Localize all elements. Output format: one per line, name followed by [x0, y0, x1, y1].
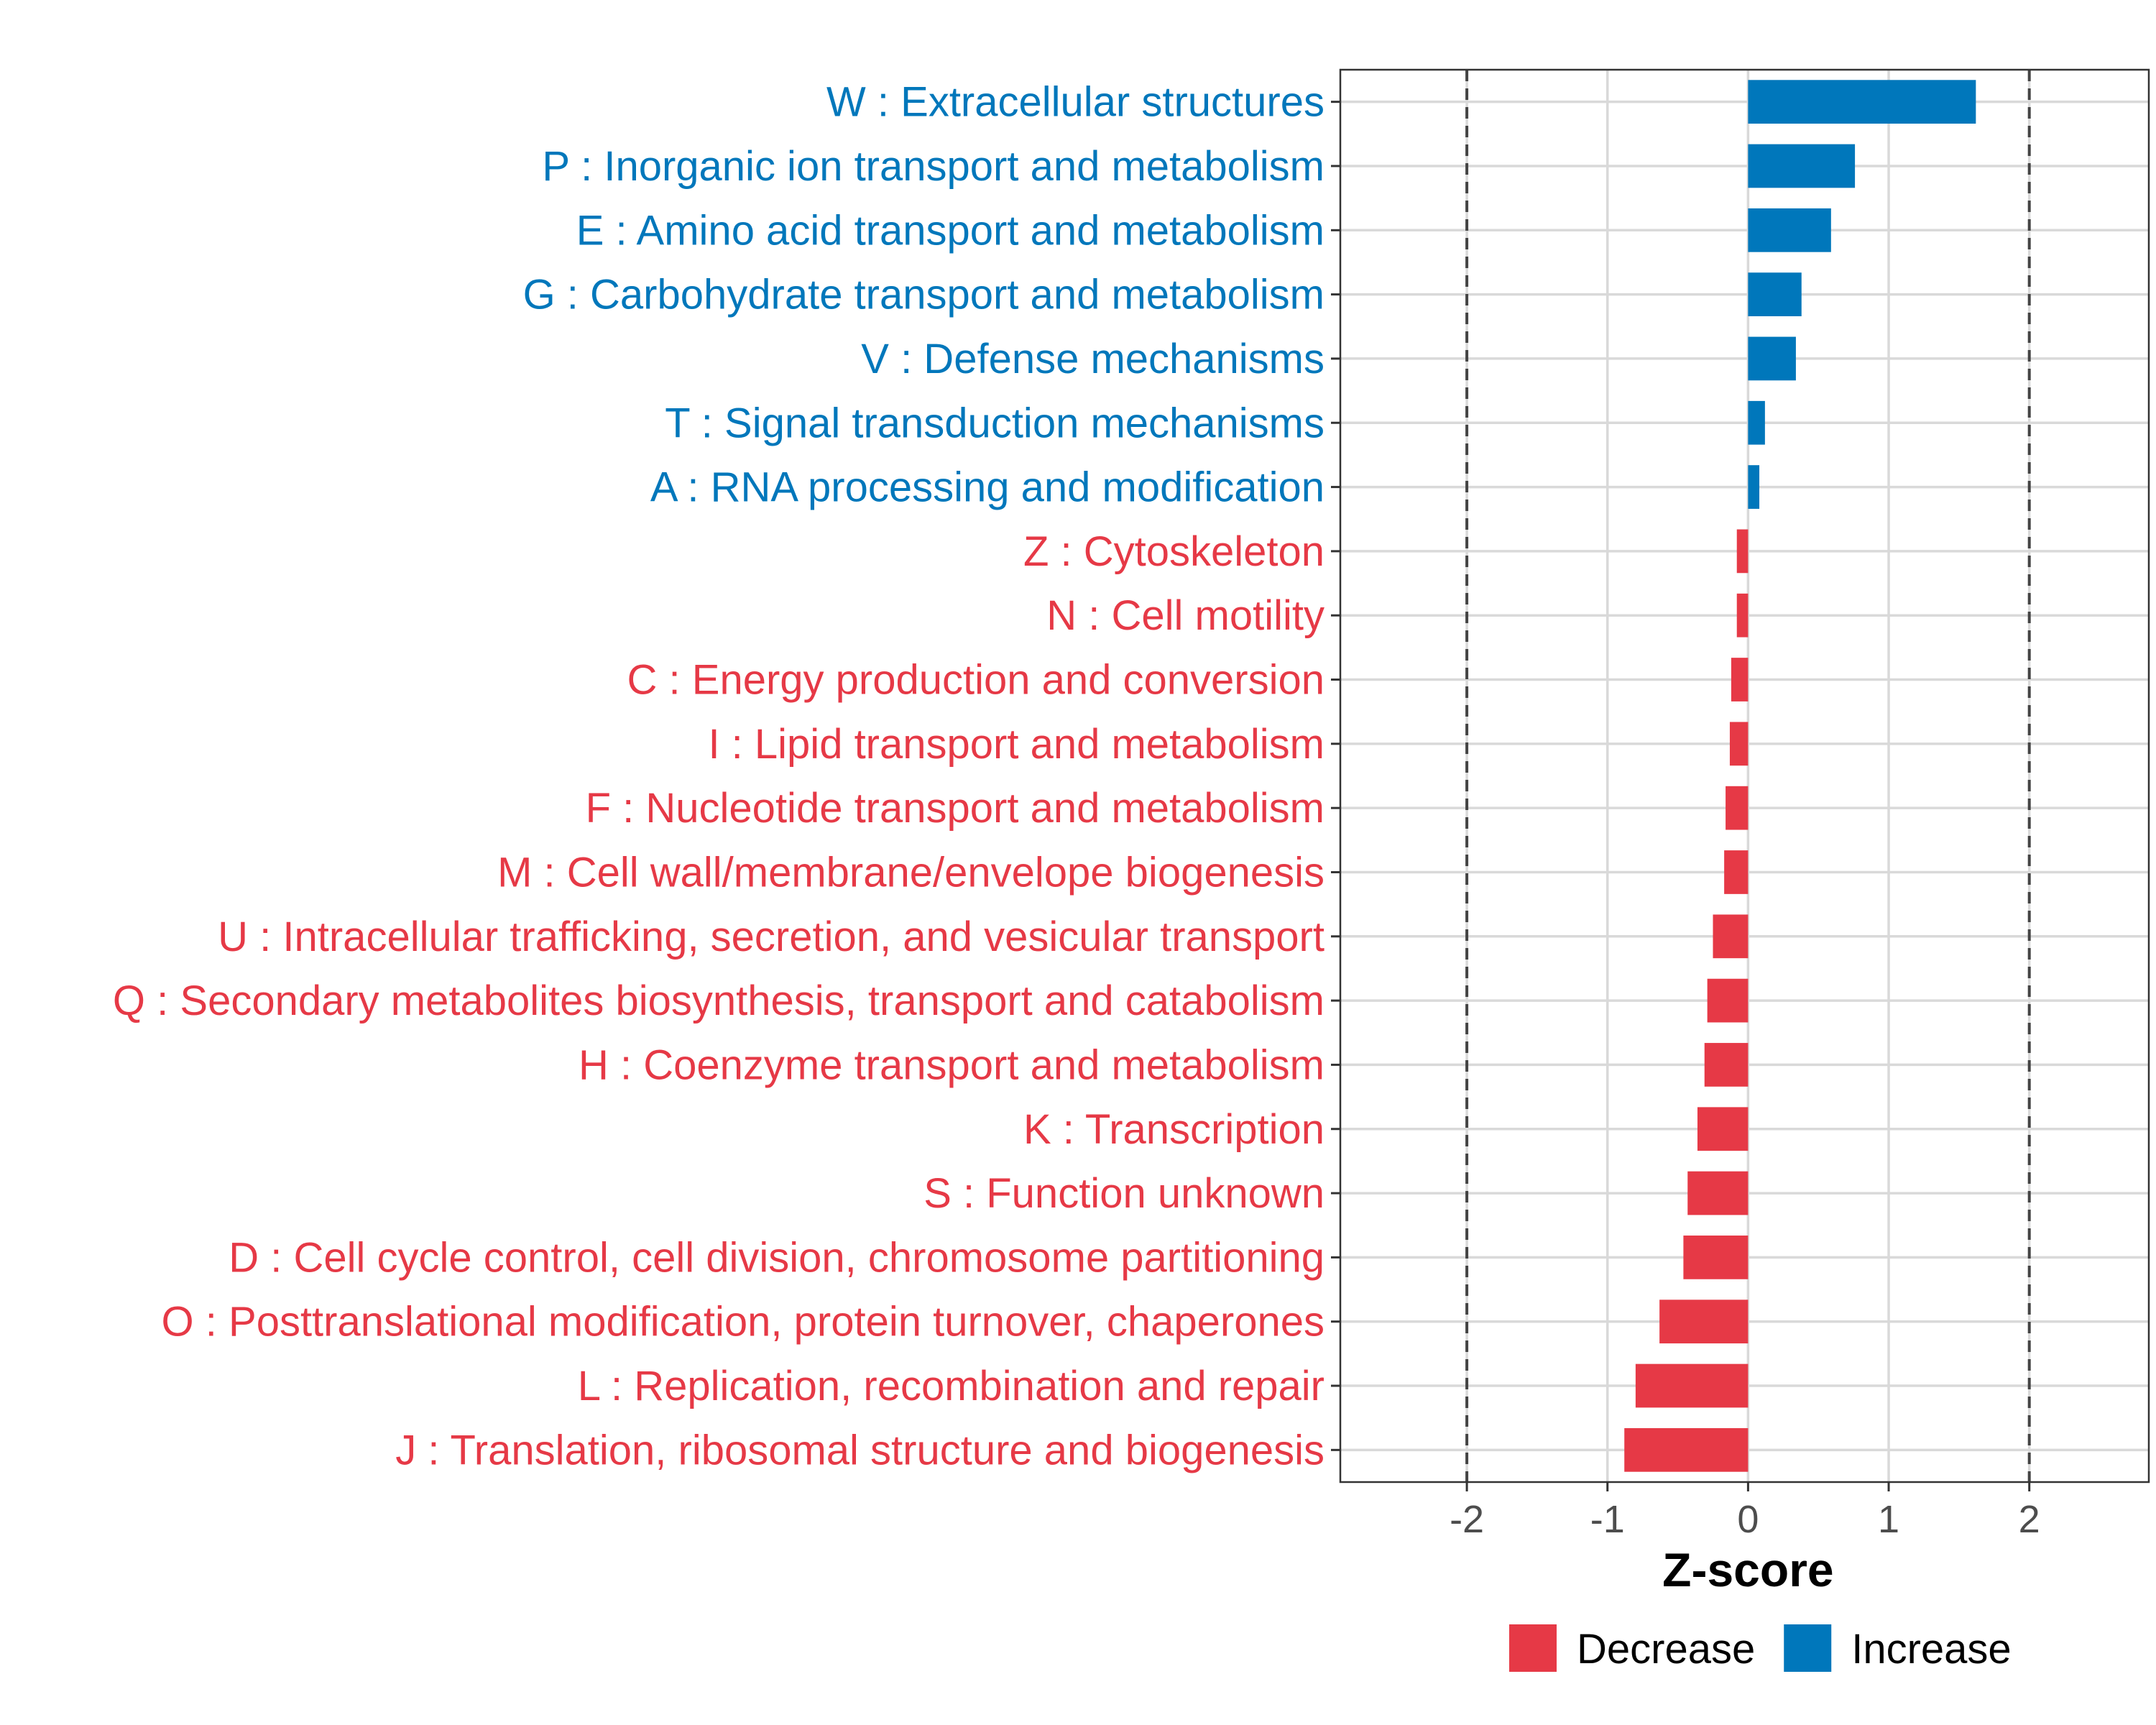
- y-tick-label: A : RNA processing and modification: [650, 464, 1325, 511]
- bar: [1713, 914, 1749, 959]
- y-tick-label: W : Extracellular structures: [826, 79, 1325, 126]
- y-tick-label: I : Lipid transport and metabolism: [708, 721, 1325, 768]
- bar: [1635, 1363, 1749, 1408]
- bar: [1748, 272, 1802, 316]
- y-tick-label: C : Energy production and conversion: [627, 657, 1325, 704]
- x-tick-label: -1: [1590, 1498, 1625, 1541]
- bar: [1683, 1236, 1749, 1279]
- y-tick-label: P : Inorganic ion transport and metaboli…: [542, 143, 1325, 190]
- y-tick-label: O : Posttranslational modification, prot…: [162, 1299, 1325, 1346]
- bar: [1724, 850, 1749, 894]
- y-tick-label: L : Replication, recombination and repai…: [578, 1363, 1325, 1409]
- bar: [1729, 722, 1749, 766]
- y-tick-label: N : Cell motility: [1046, 592, 1325, 639]
- y-tick-label: S : Function unknown: [923, 1170, 1325, 1217]
- y-tick-label: K : Transcription: [1023, 1106, 1325, 1153]
- bar: [1697, 1107, 1749, 1151]
- bar: [1624, 1427, 1749, 1472]
- y-tick-label: V : Defense mechanisms: [861, 336, 1325, 382]
- y-axis-ticks: [1331, 101, 1340, 1451]
- bar: [1748, 465, 1760, 509]
- legend-label: Decrease: [1577, 1626, 1755, 1673]
- legend-key: [1509, 1624, 1557, 1672]
- y-axis-labels: W : Extracellular structures P : Inorgani…: [113, 79, 1325, 1474]
- bar: [1736, 529, 1749, 574]
- panel-border: [1339, 68, 2150, 1484]
- y-tick-label: Z : Cytoskeleton: [1023, 528, 1325, 575]
- bar: [1748, 144, 1856, 188]
- bar: [1704, 1043, 1749, 1087]
- x-tick-label: 1: [1878, 1498, 1899, 1541]
- y-tick-label: G : Carbohydrate transport and metabolis…: [523, 272, 1325, 318]
- x-tick-label: 2: [2019, 1498, 2040, 1541]
- bar: [1659, 1300, 1749, 1344]
- bar: [1687, 1171, 1749, 1215]
- x-axis-ticks: [1465, 1482, 2031, 1491]
- y-tick-label: T : Signal transduction mechanisms: [665, 400, 1325, 446]
- y-tick-label: M : Cell wall/membrane/envelope biogenes…: [497, 849, 1325, 896]
- legend-label: Increase: [1851, 1626, 2011, 1673]
- bar: [1726, 786, 1749, 830]
- y-tick-label: F : Nucleotide transport and metabolism: [586, 785, 1325, 832]
- y-tick-label: E : Amino acid transport and metabolism: [576, 207, 1325, 254]
- bar: [1731, 658, 1749, 702]
- bars: [1624, 80, 1976, 1472]
- bar: [1748, 80, 1976, 124]
- bar: [1748, 400, 1765, 445]
- reference-lines: [1465, 70, 2031, 1482]
- y-tick-label: J : Translation, ribosomal structure and…: [395, 1427, 1325, 1473]
- bar: [1748, 208, 1831, 252]
- bar: [1748, 336, 1796, 381]
- x-tick-label: -2: [1450, 1498, 1484, 1541]
- x-axis-title: Z-score: [1662, 1543, 1833, 1596]
- bar: [1736, 593, 1749, 638]
- y-tick-label: H : Coenzyme transport and metabolism: [579, 1041, 1325, 1088]
- x-tick-label: 0: [1737, 1498, 1759, 1541]
- x-axis-labels: -2 -1 0 1 2: [1450, 1498, 2040, 1541]
- y-tick-label: D : Cell cycle control, cell division, c…: [229, 1234, 1325, 1281]
- legend-key: [1784, 1624, 1832, 1672]
- y-tick-label: U : Intracellular trafficking, secretion…: [218, 914, 1325, 960]
- bar: [1707, 978, 1749, 1023]
- y-tick-label: Q : Secondary metabolites biosynthesis, …: [113, 978, 1325, 1024]
- legend: Decrease Increase: [1509, 1624, 2012, 1673]
